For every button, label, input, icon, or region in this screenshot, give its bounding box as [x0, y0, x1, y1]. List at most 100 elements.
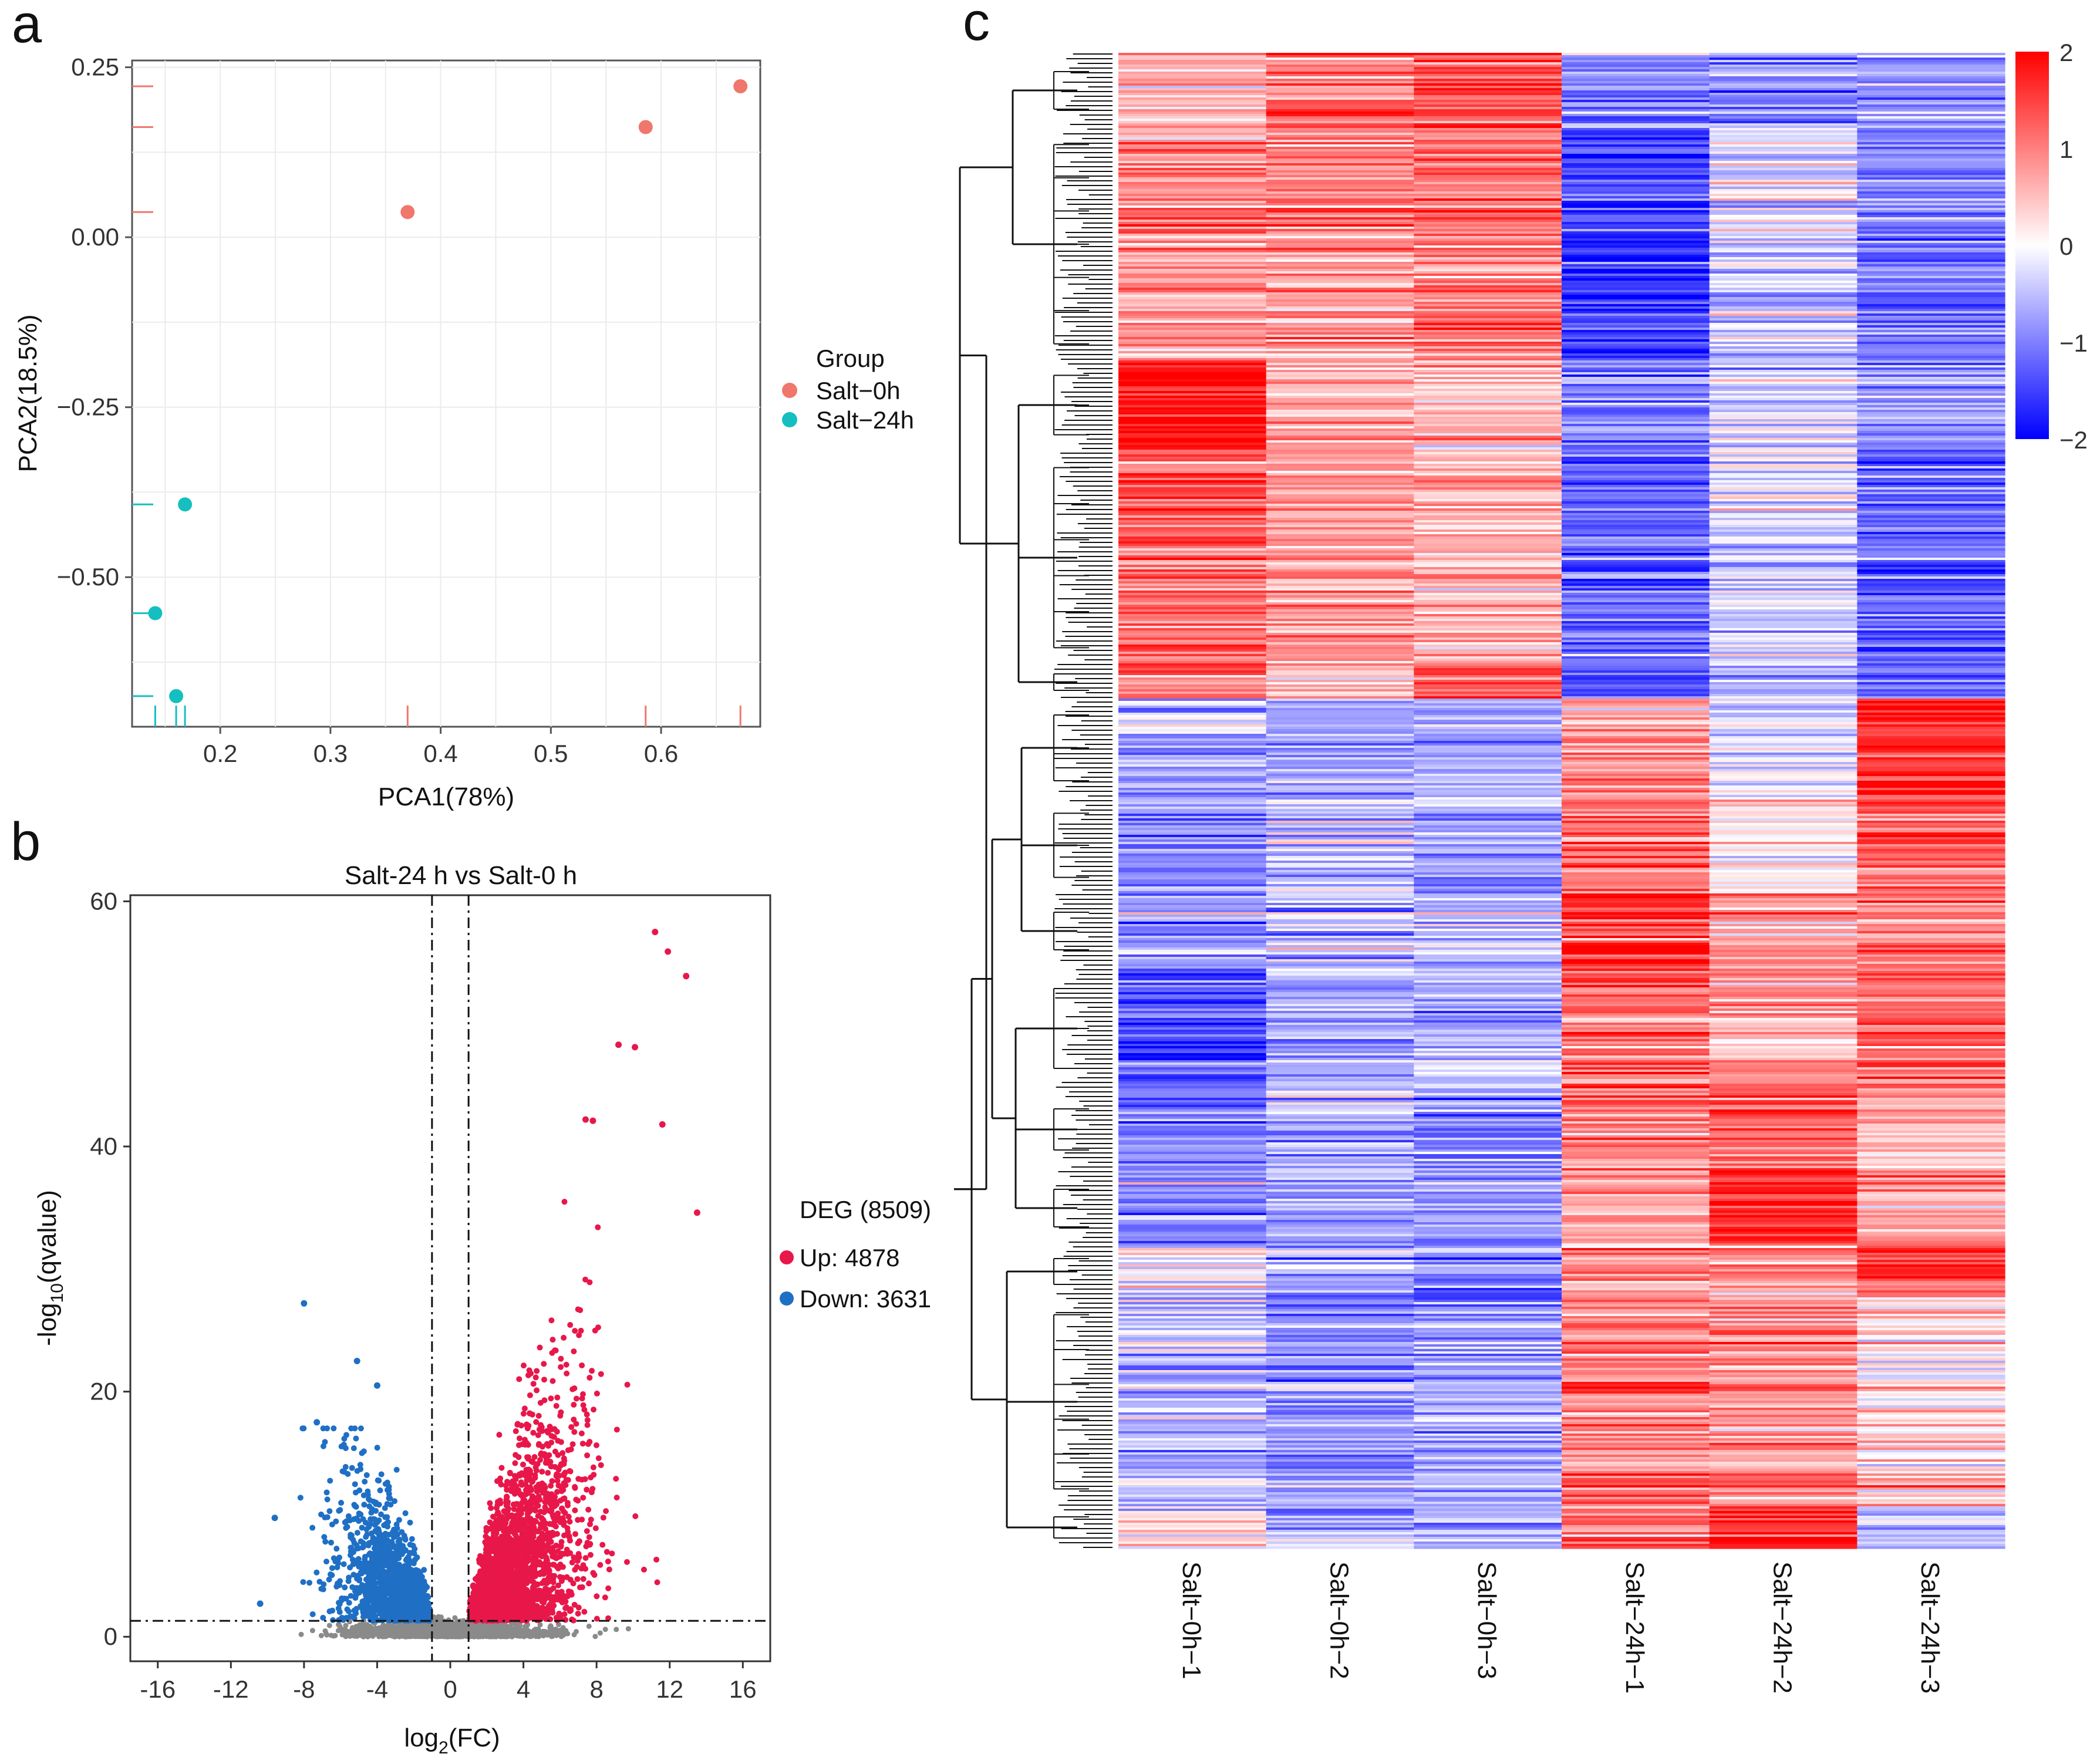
volcano-point-down [365, 1568, 372, 1574]
volcano-point-down [358, 1466, 364, 1472]
volcano-point-up [569, 1559, 575, 1566]
volcano-point-up [527, 1392, 533, 1398]
volcano-point-down [396, 1517, 402, 1523]
volcano-point-up [613, 1495, 620, 1501]
volcano-point-up [585, 1441, 591, 1447]
volcano-point-up [569, 1441, 576, 1448]
volcano-point-up [558, 1355, 564, 1362]
volcano-point-up [598, 1371, 604, 1377]
volcano-point-down [402, 1535, 408, 1542]
volcano-point-down [389, 1596, 396, 1603]
volcano-point-down [364, 1531, 370, 1537]
volcano-point-down [387, 1502, 394, 1508]
volcano-point-down [386, 1495, 392, 1502]
volcano-point-ns [521, 1633, 527, 1638]
volcano-point-up [605, 1558, 611, 1564]
volcano-point-down [363, 1593, 369, 1599]
volcano-point-ns [532, 1627, 538, 1633]
volcano-point-up [582, 1555, 589, 1561]
volcano-point-down [348, 1593, 354, 1599]
volcano-point-down [370, 1498, 377, 1505]
volcano-point-down [336, 1507, 342, 1514]
volcano-point-up [595, 1455, 602, 1462]
volcano-point-up [504, 1501, 511, 1507]
volcano-title: Salt-24 h vs Salt-0 h [345, 861, 577, 890]
volcano-point-down [341, 1435, 348, 1442]
volcano-point-up [579, 1391, 586, 1398]
pca-y-ticks: 0.250.00−0.25−0.50 [57, 53, 132, 591]
volcano-point-down [309, 1611, 316, 1617]
volcano-point-up [623, 1559, 630, 1565]
volcano-point-up [573, 1496, 579, 1503]
volcano-point-up [624, 1381, 631, 1388]
volcano-point-ns [558, 1634, 564, 1640]
volcano-point-down [353, 1435, 359, 1442]
volcano-point-down [331, 1555, 337, 1561]
pca-x-tick-label: 0.2 [203, 740, 237, 767]
volcano-point-down [384, 1514, 390, 1520]
volcano-point-up [554, 1394, 561, 1401]
volcano-point-up [501, 1516, 508, 1522]
volcano-point-down [403, 1612, 410, 1618]
volcano-point-ns [563, 1628, 569, 1634]
volcano-point-ns [410, 1625, 416, 1631]
volcano-point-down [342, 1463, 349, 1470]
volcano-point-up [609, 1550, 615, 1557]
volcano-point-up [576, 1538, 582, 1544]
volcano-point-down [349, 1584, 356, 1590]
volcano-point-ns [602, 1627, 608, 1633]
volcano-point-up [513, 1428, 519, 1435]
volcano-point-up [535, 1432, 541, 1438]
volcano-point-ns [339, 1632, 345, 1638]
volcano-point-up [572, 1507, 578, 1513]
volcano-point-down [301, 1425, 307, 1432]
panel-label-a: a [12, 0, 42, 54]
volcano-point-up [561, 1455, 567, 1462]
volcano-point-down [413, 1579, 419, 1586]
volcano-point-down [390, 1526, 397, 1533]
pca-x-axis-title: PCA1(78%) [378, 782, 514, 811]
volcano-point-up [591, 1407, 597, 1413]
volcano-point-down [379, 1563, 386, 1569]
volcano-point-up [558, 1488, 565, 1495]
volcano-point-up [573, 1421, 579, 1427]
volcano-point-ns [586, 1623, 592, 1629]
volcano-point-ns [542, 1628, 548, 1634]
volcano-point-up [513, 1476, 519, 1482]
volcano-point-down [358, 1511, 364, 1517]
volcano-point-up [595, 1224, 601, 1230]
volcano-point-down [322, 1539, 329, 1545]
volcano-point-down [355, 1560, 362, 1566]
volcano-point-ns [511, 1627, 517, 1633]
volcano-point-ns [473, 1625, 478, 1631]
volcano-point-down [405, 1559, 412, 1565]
volcano-point-up [534, 1387, 540, 1394]
pca-legend-marker-salt-24h [782, 412, 797, 427]
volcano-point-down [395, 1538, 402, 1544]
volcano-point-down [360, 1448, 367, 1455]
pca-point [400, 205, 415, 220]
volcano-point-up [578, 1430, 585, 1436]
volcano-point-ns [422, 1631, 428, 1637]
volcano-point-down [324, 1496, 331, 1503]
volcano-point-up [516, 1376, 522, 1382]
volcano-point-down [392, 1533, 398, 1540]
volcano-point-up [572, 1531, 579, 1537]
pca-x-tick-label: 0.5 [534, 740, 568, 767]
volcano-point-up [586, 1580, 592, 1587]
volcano-point-ns [478, 1631, 484, 1637]
volcano-point-down [358, 1425, 364, 1432]
volcano-point-down [393, 1466, 400, 1473]
volcano-point-down [358, 1570, 365, 1577]
volcano-point-ns [352, 1633, 358, 1639]
volcano-point-down [338, 1500, 345, 1506]
volcano-point-down [366, 1608, 373, 1615]
volcano-point-down [326, 1576, 332, 1583]
volcano-point-up [548, 1483, 554, 1489]
volcano-point-down [341, 1469, 348, 1475]
volcano-point-up [487, 1500, 493, 1506]
volcano-point-down [377, 1511, 384, 1517]
volcano-point-ns [414, 1623, 420, 1628]
volcano-point-down [336, 1582, 343, 1588]
volcano-point-down [323, 1489, 330, 1496]
